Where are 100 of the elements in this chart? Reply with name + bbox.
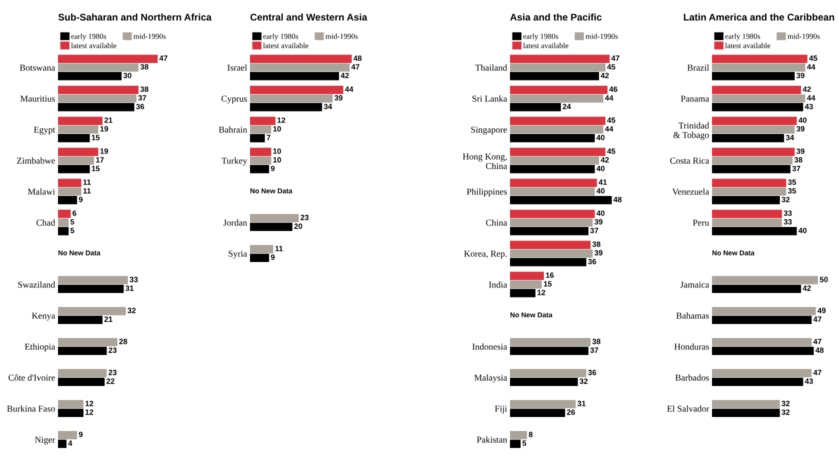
bar <box>58 431 78 440</box>
bar <box>250 116 276 125</box>
bar <box>510 165 595 174</box>
bar <box>510 86 608 94</box>
bar <box>510 408 566 417</box>
bar <box>712 86 802 94</box>
bar <box>510 148 606 156</box>
bar <box>712 400 780 408</box>
bar <box>58 307 126 316</box>
y-tick-label: Philippines <box>466 188 507 197</box>
bar <box>250 54 352 63</box>
bar <box>712 307 816 316</box>
bar <box>712 134 784 142</box>
bar <box>58 94 136 103</box>
y-tick-label: Hong Kong, China <box>462 154 508 170</box>
bar <box>58 400 84 408</box>
y-tick-label: India <box>489 281 508 288</box>
bar <box>510 400 576 408</box>
y-tick-label: Fiji <box>494 406 508 414</box>
bar <box>510 103 561 112</box>
bar <box>250 222 292 231</box>
bar <box>712 63 806 72</box>
bar <box>712 156 793 165</box>
bar <box>58 125 98 134</box>
bar <box>712 276 818 284</box>
bar <box>58 165 90 174</box>
y-tick-label: Mauritius <box>20 96 55 102</box>
y-tick-label: Chad <box>36 219 56 226</box>
bar <box>510 156 600 165</box>
bar <box>58 156 94 165</box>
bar <box>510 187 595 196</box>
bar <box>510 125 604 134</box>
y-tick-label: El Salvador <box>667 405 710 412</box>
bar <box>58 316 103 324</box>
bar <box>58 408 84 417</box>
bar <box>510 134 595 142</box>
y-tick-label: Sri Lanka <box>472 95 508 102</box>
bar <box>250 214 299 222</box>
y-tick-label: Swaziland <box>18 281 56 288</box>
bar <box>510 72 600 80</box>
y-tick-label: Israel <box>228 64 248 71</box>
bar <box>58 210 71 218</box>
bar <box>712 316 812 324</box>
y-tick-label: Bahamas <box>676 312 709 319</box>
bar <box>510 116 606 125</box>
bar <box>510 431 527 440</box>
y-tick-label: Peru <box>692 220 710 226</box>
bar <box>510 227 588 236</box>
bar <box>250 103 322 112</box>
bar <box>58 338 118 346</box>
bar <box>712 178 786 187</box>
bar <box>250 134 265 142</box>
bar <box>712 369 812 378</box>
y-tick-label: Honduras <box>674 343 709 350</box>
y-tick-label: Thailand <box>475 64 508 71</box>
bar <box>510 338 591 346</box>
y-tick-label: Botswana <box>20 64 56 71</box>
bar <box>58 178 82 187</box>
bar <box>58 346 107 355</box>
bar <box>250 72 340 80</box>
bar <box>712 125 795 134</box>
y-tick-label: Bahrain <box>218 126 248 133</box>
bar <box>712 94 806 103</box>
y-tick-label: Burkina Faso <box>7 405 55 412</box>
y-tick-label: Cyprus <box>222 96 247 104</box>
bar <box>712 210 782 218</box>
bar <box>712 346 814 355</box>
bar <box>510 63 606 72</box>
y-tick-label: Costa Rica <box>670 158 710 164</box>
bar <box>510 440 521 448</box>
bar <box>712 103 804 112</box>
y-tick-label: Turkey <box>222 157 248 166</box>
bar <box>58 116 103 125</box>
bar <box>712 408 780 417</box>
y-tick-label: Malawi <box>28 188 56 195</box>
y-tick-label: Korea, Rep. <box>464 250 507 259</box>
bar <box>712 72 795 80</box>
bar <box>712 187 786 196</box>
y-tick-label: Barbados <box>675 374 709 381</box>
bar <box>58 54 158 63</box>
y-tick-label: Singapore <box>471 126 507 135</box>
bar <box>510 378 578 386</box>
bar <box>510 94 604 103</box>
y-tick-label: Niger <box>34 436 56 445</box>
y-tick-label: Brazil <box>687 64 710 71</box>
bar <box>250 94 333 103</box>
bar <box>250 86 344 94</box>
bar <box>58 440 66 448</box>
bar <box>510 346 588 355</box>
y-tick-label: Indonesia <box>472 343 508 350</box>
bar <box>510 196 612 204</box>
bar <box>58 103 134 112</box>
bar <box>510 218 593 227</box>
bar <box>58 148 98 156</box>
bar <box>58 378 105 386</box>
bar <box>712 196 780 204</box>
chart-title: Sub-Saharan and Northern Africa <box>58 13 212 21</box>
y-tick-label: Malaysia <box>474 374 508 383</box>
bar <box>712 54 808 63</box>
y-tick-label: Côte d'Ivoire <box>8 374 55 381</box>
